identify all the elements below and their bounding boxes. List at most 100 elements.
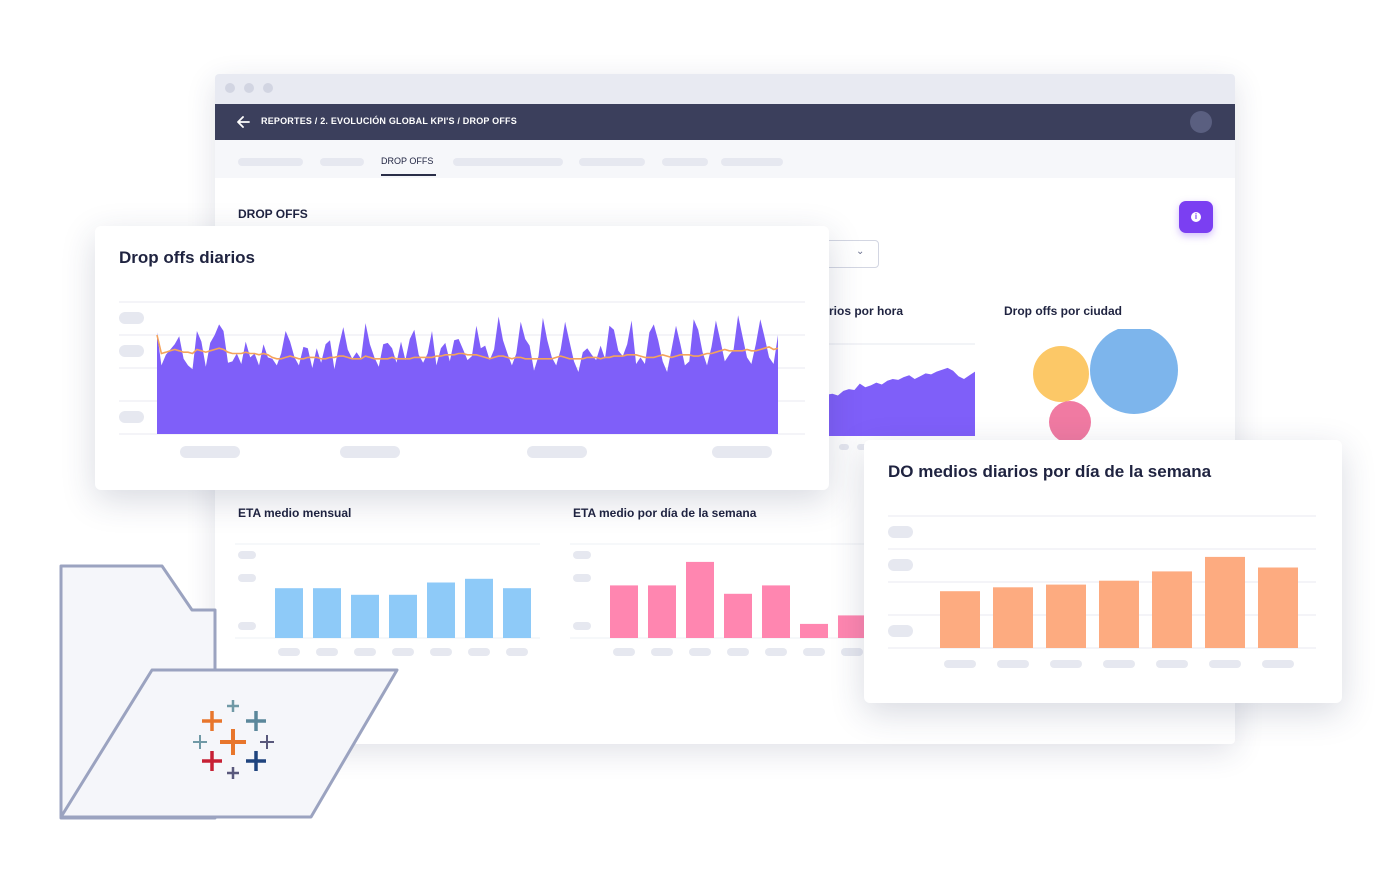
hourly-area	[805, 367, 975, 436]
daily-dropoffs-card: Drop offs diarios	[95, 226, 829, 490]
eta-monthly-bar	[351, 594, 379, 638]
x-tick-placeholder	[765, 648, 787, 656]
do-weekday-bar	[1099, 580, 1139, 648]
window-control-dot[interactable]	[244, 83, 254, 93]
eta-monthly-bar	[427, 582, 455, 638]
eta-weekday-bar	[800, 623, 828, 638]
x-tick-placeholder	[841, 648, 863, 656]
x-tick-placeholder	[1262, 660, 1294, 668]
x-tick-placeholder	[689, 648, 711, 656]
x-tick-placeholder	[613, 648, 635, 656]
x-tick-placeholder	[527, 446, 587, 458]
x-tick-placeholder	[997, 660, 1029, 668]
y-tick-placeholder	[888, 526, 913, 538]
tab-placeholder[interactable]	[453, 158, 563, 166]
x-tick-placeholder	[180, 446, 240, 458]
axis-tick-placeholder	[839, 444, 849, 450]
tab-placeholder[interactable]	[238, 158, 303, 166]
x-tick-placeholder	[340, 446, 400, 458]
tab-drop-offs[interactable]: DROP OFFS	[381, 156, 434, 166]
breadcrumb: REPORTES / 2. EVOLUCIÓN GLOBAL KPI'S / D…	[261, 116, 517, 126]
do-weekday-bar	[993, 587, 1033, 648]
app-header: REPORTES / 2. EVOLUCIÓN GLOBAL KPI'S / D…	[215, 104, 1235, 140]
y-tick-placeholder	[888, 559, 913, 571]
x-tick-placeholder	[430, 648, 452, 656]
eta-weekday-bar	[724, 593, 752, 638]
y-tick-placeholder	[573, 574, 591, 582]
do-weekday-bar	[940, 591, 980, 648]
x-tick-placeholder	[712, 446, 772, 458]
city-bubble	[1049, 401, 1091, 443]
eta-monthly-bar	[275, 588, 303, 638]
x-tick-placeholder	[354, 648, 376, 656]
tab-placeholder[interactable]	[579, 158, 645, 166]
do-weekday-chart	[888, 515, 1316, 668]
tab-placeholder[interactable]	[721, 158, 783, 166]
do-weekday-bar	[1046, 584, 1086, 648]
daily-dropoffs-area	[157, 315, 778, 434]
eta-monthly-title: ETA medio mensual	[238, 506, 352, 520]
x-tick-placeholder	[278, 648, 300, 656]
x-tick-placeholder	[392, 648, 414, 656]
do-weekday-title: DO medios diarios por día de la semana	[888, 462, 1212, 481]
eta-monthly-chart	[235, 543, 540, 656]
tableau-logo-icon	[193, 700, 274, 779]
y-tick-placeholder	[119, 312, 144, 324]
x-tick-placeholder	[1156, 660, 1188, 668]
y-tick-placeholder	[238, 622, 256, 630]
do-weekday-bar	[1258, 567, 1298, 648]
chevron-down-icon: ⌄	[856, 246, 865, 257]
back-arrow-icon[interactable]	[235, 115, 251, 129]
eta-weekday-chart	[570, 543, 875, 656]
tab-bar: DROP OFFS	[215, 140, 1235, 178]
avatar[interactable]	[1190, 111, 1212, 133]
eta-monthly-bar	[313, 588, 341, 638]
window-control-dot[interactable]	[263, 83, 273, 93]
x-tick-placeholder	[651, 648, 673, 656]
daily-trend-line	[156, 334, 779, 360]
city-bubble-chart	[1033, 329, 1178, 443]
do-weekday-card: DO medios diarios por día de la semana	[864, 440, 1342, 703]
eta-monthly-bar	[503, 588, 531, 638]
x-tick-placeholder	[468, 648, 490, 656]
tab-placeholder[interactable]	[662, 158, 708, 166]
info-icon: i	[1191, 212, 1201, 222]
window-control-dot[interactable]	[225, 83, 235, 93]
city-chart-title: Drop offs por ciudad	[1004, 304, 1122, 318]
eta-weekday-bar	[762, 585, 790, 638]
eta-monthly-bar	[465, 578, 493, 638]
y-tick-placeholder	[888, 625, 913, 637]
tab-placeholder[interactable]	[320, 158, 364, 166]
city-bubble	[1090, 329, 1178, 414]
section-title: DROP OFFS	[238, 207, 308, 221]
daily-dropoffs-title: Drop offs diarios	[119, 248, 256, 267]
city-bubble	[1033, 346, 1089, 402]
x-tick-placeholder	[727, 648, 749, 656]
hourly-chart	[805, 343, 975, 450]
info-button[interactable]: i	[1179, 201, 1213, 233]
do-weekday-bar	[1152, 571, 1192, 648]
y-tick-placeholder	[238, 574, 256, 582]
y-tick-placeholder	[238, 551, 256, 559]
hourly-chart-title: rios por hora	[829, 304, 904, 318]
active-tab-indicator	[381, 174, 436, 176]
eta-monthly-bar	[389, 594, 417, 638]
eta-weekday-bar	[610, 585, 638, 638]
eta-weekday-bar	[838, 615, 866, 638]
daily-dropoffs-chart	[119, 301, 805, 458]
eta-weekday-bar	[686, 561, 714, 638]
eta-weekday-bar	[648, 585, 676, 638]
y-tick-placeholder	[119, 345, 144, 357]
y-tick-placeholder	[119, 411, 144, 423]
window-titlebar	[215, 74, 1235, 104]
x-tick-placeholder	[803, 648, 825, 656]
x-tick-placeholder	[1050, 660, 1082, 668]
x-tick-placeholder	[1209, 660, 1241, 668]
x-tick-placeholder	[1103, 660, 1135, 668]
x-tick-placeholder	[316, 648, 338, 656]
eta-weekday-title: ETA medio por día de la semana	[573, 506, 757, 520]
x-tick-placeholder	[944, 660, 976, 668]
y-tick-placeholder	[573, 622, 591, 630]
y-tick-placeholder	[573, 551, 591, 559]
do-weekday-bar	[1205, 556, 1245, 648]
